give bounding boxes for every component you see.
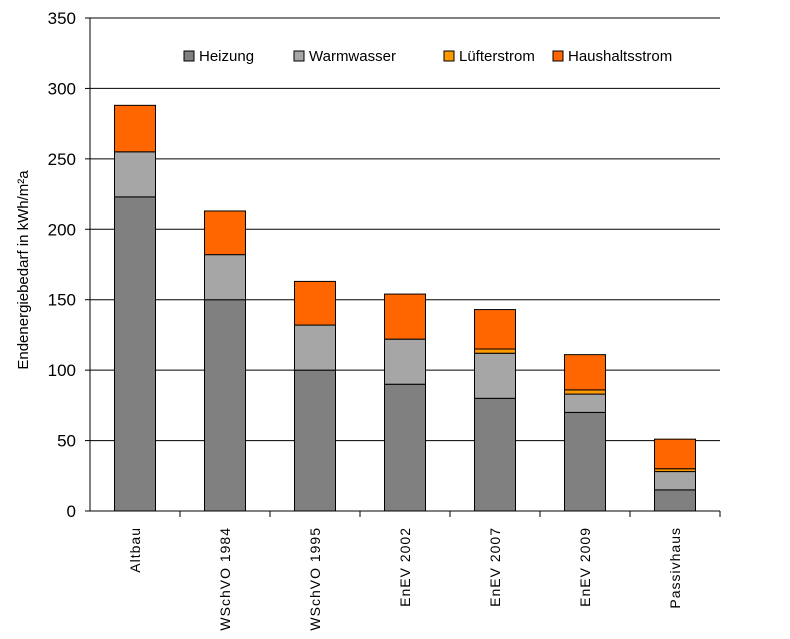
bar-segment xyxy=(384,293,426,340)
bar-segment xyxy=(564,389,606,395)
x-tick-label: WSchVO 1984 xyxy=(217,527,233,631)
legend-label: Warmwasser xyxy=(309,48,396,65)
y-tick-label: 100 xyxy=(48,361,76,380)
x-tick-label: Altbau xyxy=(127,527,143,573)
bar-segment xyxy=(114,151,156,198)
bar-segment xyxy=(204,299,246,512)
bar-segment xyxy=(204,210,246,256)
y-tick-label: 0 xyxy=(67,502,76,521)
bar-segment xyxy=(654,489,696,512)
bar-segment xyxy=(384,383,426,512)
bar-segment xyxy=(654,438,696,470)
x-tick-label: Passivhaus xyxy=(667,527,683,609)
legend-swatch xyxy=(183,50,195,62)
bar-segment xyxy=(294,280,336,326)
bar-segment xyxy=(384,338,426,385)
y-tick-label: 150 xyxy=(48,291,76,310)
legend-label: Heizung xyxy=(199,48,254,65)
x-tick-label: EnEV 2002 xyxy=(397,527,413,607)
legend-swatch xyxy=(293,50,305,62)
legend-label: Haushaltsstrom xyxy=(568,48,672,65)
bar-segment xyxy=(474,352,516,399)
y-tick-label: 350 xyxy=(48,9,76,28)
axes xyxy=(85,17,721,517)
legend-label: Lüfterstrom xyxy=(459,48,535,65)
x-tick-labels: Altbau WSchVO 1984 WSchVO 1995 EnEV 2002 EnE… xyxy=(127,527,683,631)
x-tick-label: EnEV 2009 xyxy=(577,527,593,607)
bar-segment xyxy=(294,369,336,512)
y-tick-label: 50 xyxy=(57,432,76,451)
y-tick-labels: 0 50 100 150 200 250 300 350 xyxy=(48,9,76,521)
y-tick-label: 300 xyxy=(48,79,76,98)
legend-swatch xyxy=(552,50,564,62)
y-tick-label: 200 xyxy=(48,220,76,239)
legend: Heizung Warmwasser Lüfterstrom Haushaltsstr… xyxy=(183,48,672,65)
legend-swatch xyxy=(443,50,455,62)
bar-segment xyxy=(564,411,606,512)
bar-segment xyxy=(564,393,606,413)
bar-segment xyxy=(564,354,606,391)
bar-segment xyxy=(114,196,156,512)
bar-segment xyxy=(474,397,516,512)
bar-segment xyxy=(114,104,156,153)
bar-segment xyxy=(654,471,696,491)
x-tick-label: WSchVO 1995 xyxy=(307,527,323,631)
bar-segment xyxy=(474,348,516,354)
bar-segment xyxy=(204,254,246,301)
y-tick-label: 250 xyxy=(48,150,76,169)
y-axis-label: Endenergiebedarf in kWh/m²a xyxy=(15,170,32,370)
x-tick-label: EnEV 2007 xyxy=(487,527,503,607)
bar-segment xyxy=(474,309,516,350)
bar-segment xyxy=(294,324,336,371)
bars xyxy=(114,104,696,512)
